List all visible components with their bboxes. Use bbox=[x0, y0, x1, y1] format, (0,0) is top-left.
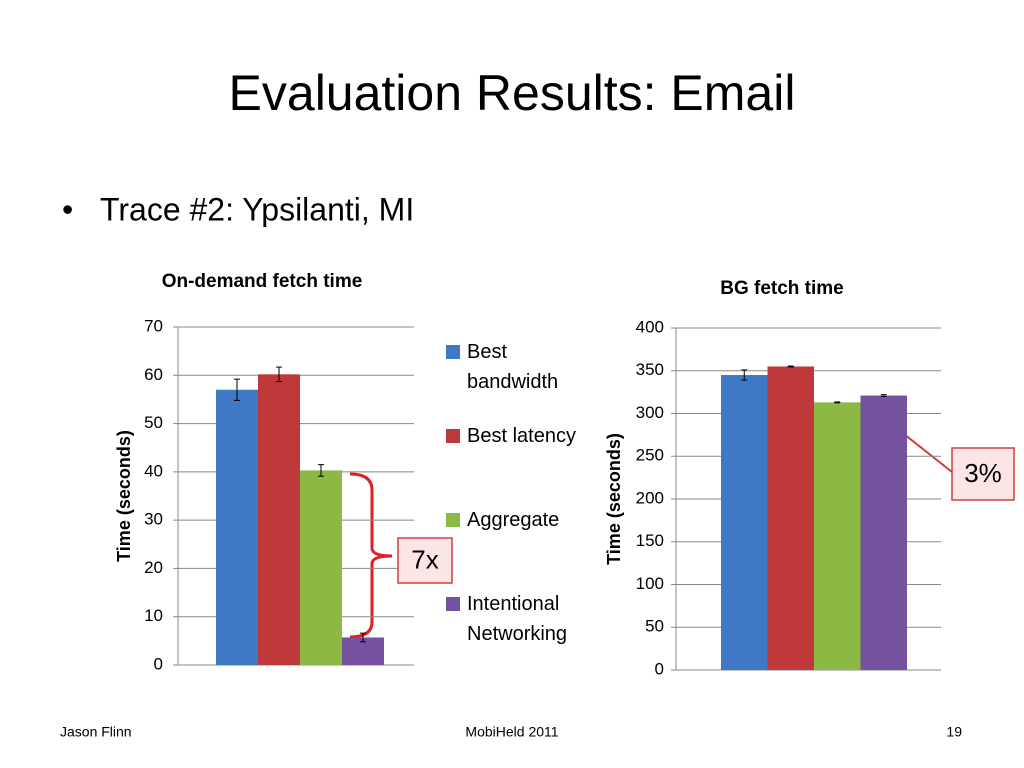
bar bbox=[258, 374, 300, 665]
y-tick-label: 50 bbox=[645, 617, 664, 636]
legend-label: Intentional Networking bbox=[467, 593, 568, 645]
y-tick-label: 0 bbox=[655, 659, 664, 678]
y-tick-label: 200 bbox=[636, 488, 664, 507]
legend-swatch bbox=[446, 513, 460, 527]
legend-label: Aggregate bbox=[467, 509, 560, 531]
legend-label: Best bandwidth bbox=[467, 341, 559, 393]
bar bbox=[721, 375, 768, 670]
chart-title: On-demand fetch time bbox=[162, 271, 363, 292]
slide-title: Evaluation Results: Email bbox=[229, 65, 796, 121]
bullet-text: Trace #2: Ypsilanti, MI bbox=[100, 191, 414, 227]
y-tick-label: 250 bbox=[636, 446, 664, 465]
annotation: 3% bbox=[964, 458, 1002, 488]
y-tick-label: 70 bbox=[144, 316, 163, 335]
legend-entry: Aggregate bbox=[446, 505, 595, 535]
y-tick-label: 30 bbox=[144, 510, 163, 529]
bar bbox=[216, 389, 258, 665]
y-tick-label: 100 bbox=[636, 574, 664, 593]
y-tick-label: 10 bbox=[144, 606, 163, 625]
y-axis-label: Time (seconds) bbox=[114, 430, 134, 562]
annotation-box bbox=[397, 537, 453, 584]
chart-title: BG fetch time bbox=[720, 278, 844, 299]
y-tick-label: 0 bbox=[154, 654, 163, 673]
y-tick-label: 150 bbox=[636, 531, 664, 550]
y-tick-label: 20 bbox=[144, 558, 163, 577]
bar bbox=[860, 395, 907, 670]
footer-center: MobiHeld 2011 bbox=[465, 724, 558, 740]
bar bbox=[300, 470, 342, 665]
bullet-dot: • bbox=[62, 191, 73, 227]
legend-entry: Best latency bbox=[446, 421, 595, 451]
y-tick-label: 300 bbox=[636, 403, 664, 422]
y-tick-label: 40 bbox=[144, 461, 163, 480]
legend-swatch bbox=[446, 429, 460, 443]
annotation: 7x bbox=[411, 544, 438, 574]
footer-right: 19 bbox=[946, 724, 962, 740]
legend-entry: Intentional Networking bbox=[446, 589, 595, 649]
y-axis-label: Time (seconds) bbox=[604, 433, 624, 565]
bracket bbox=[349, 472, 393, 639]
y-tick-label: 60 bbox=[144, 365, 163, 384]
y-tick-label: 50 bbox=[144, 413, 163, 432]
y-tick-label: 350 bbox=[636, 360, 664, 379]
bar bbox=[767, 366, 814, 670]
footer-left: Jason Flinn bbox=[60, 724, 132, 740]
y-tick-label: 400 bbox=[636, 317, 664, 336]
legend-swatch bbox=[446, 345, 460, 359]
legend-entry: Best bandwidth bbox=[446, 337, 595, 397]
bar bbox=[814, 402, 861, 670]
annotation-box bbox=[951, 447, 1015, 501]
legend-swatch bbox=[446, 597, 460, 611]
legend-label: Best latency bbox=[467, 425, 576, 447]
